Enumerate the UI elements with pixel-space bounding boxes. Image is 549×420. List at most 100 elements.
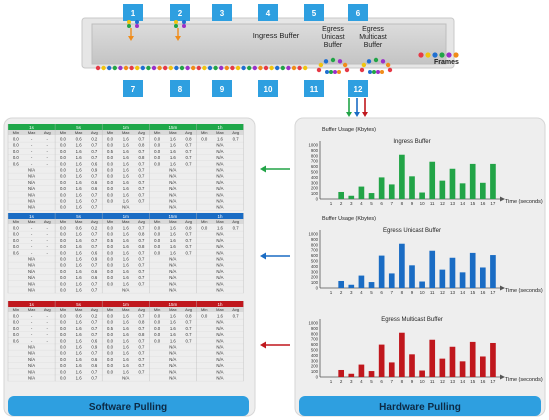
chart-bar: [479, 182, 486, 199]
table-cell: N/A: [169, 363, 176, 368]
table-cell: 0.7: [138, 199, 145, 204]
table-subheader: Max: [216, 130, 224, 135]
table-cell: 0.8: [186, 314, 193, 319]
table-group-header: 5s: [76, 125, 82, 130]
table-cell: 1.6: [123, 281, 130, 286]
chart-y-tick: 200: [311, 364, 319, 369]
table-cell: -: [47, 244, 49, 249]
chart-bar: [479, 267, 486, 288]
frame-dot: [146, 65, 151, 71]
chart-bar: [479, 356, 486, 377]
port-number: 1: [131, 9, 136, 18]
chart-title: Ingress Buffer: [393, 139, 430, 145]
chart-bar: [449, 346, 456, 377]
table-subheader: Min: [13, 130, 19, 135]
table-subheader: Avg: [232, 219, 239, 224]
egress-unicast-buffer-label: Egress Unicast Buffer: [321, 26, 344, 49]
table-cell: 0.7: [91, 143, 98, 148]
table-cell: 0.0: [154, 155, 161, 160]
table-cell: N/A: [216, 281, 223, 286]
table-cell: N/A: [28, 180, 35, 185]
chart-x-tick: 10: [420, 201, 426, 206]
chart-xlabel: Time (seconds): [505, 288, 543, 294]
table-cell: 0.7: [138, 269, 145, 274]
table-cell: 1.6: [170, 143, 177, 148]
ingress-buffer-label: Ingress Buffer: [253, 31, 300, 40]
table-subheader: Max: [75, 307, 83, 312]
table-cell: 0.7: [91, 281, 98, 286]
table-cell: 1.6: [76, 338, 83, 343]
table-subheader: Avg: [44, 130, 51, 135]
table-cell: 0.0: [107, 137, 114, 142]
chart-bar: [419, 281, 425, 288]
ingress-arrow-head: [128, 36, 134, 41]
chart-x-tick: 13: [450, 201, 456, 206]
frame-dot: [297, 65, 302, 71]
port-1: [123, 4, 143, 21]
table-cell: N/A: [216, 351, 223, 356]
table-cell: 1.6: [76, 345, 83, 350]
software-table: 1s 5s 1m 15m 1h Min Max Avg Min Max Avg Min Max Avg Mi…: [7, 213, 244, 294]
frame-dot: [247, 65, 252, 71]
table-cell: 1.6: [123, 275, 130, 280]
table-cell: N/A: [216, 369, 223, 374]
table-cell: 0.7: [138, 226, 145, 231]
table-cell: -: [47, 338, 49, 343]
table-cell: 0.0: [60, 137, 67, 142]
chart-bar: [348, 373, 355, 377]
table-cell: 0.0: [60, 351, 67, 356]
frame-dot: [241, 65, 246, 71]
frame-dot: [191, 65, 196, 71]
table-cell: 0.0: [60, 369, 67, 374]
table-subheader-band: [8, 130, 244, 135]
table-cell: 0.0: [13, 232, 20, 237]
table-subheader: Min: [60, 130, 66, 135]
chart-y-tick: 100: [311, 369, 319, 374]
table-subheader: Min: [60, 307, 66, 312]
table-cell: 0.7: [138, 314, 145, 319]
table-cell: 0.7: [186, 149, 193, 154]
egress-multicast-buffer-label: Egress Multicast Buffer: [359, 26, 387, 49]
table-cell: 1.6: [123, 192, 130, 197]
table-cell: 0.0: [107, 345, 114, 350]
table-cell: 0.6: [76, 226, 83, 231]
chart-bar: [338, 280, 345, 288]
chart-x-tick: 14: [460, 201, 466, 206]
table-cell: 0.0: [60, 281, 67, 286]
frame-dot: [275, 65, 280, 71]
table-cell: 1.6: [123, 351, 130, 356]
software-pulling-label: Software Pulling: [89, 402, 167, 413]
frame-dot: [213, 65, 218, 71]
table-cell: 1.6: [170, 314, 177, 319]
table-cell: 0.0: [201, 314, 208, 319]
table-cell: 0.7: [91, 238, 98, 243]
table-cell: 0.0: [60, 168, 67, 173]
table-cell: N/A: [169, 288, 176, 293]
frame-dot: [344, 67, 350, 73]
chart-bar: [409, 265, 415, 288]
chart-x-tick: 7: [391, 201, 394, 206]
table-cell: -: [31, 226, 33, 231]
chart-y-tick: 400: [311, 175, 319, 180]
chart-xlabel: Time (seconds): [505, 377, 543, 383]
chart-title: Egress Unicast Buffer: [383, 228, 441, 234]
table-subheader: Max: [122, 219, 130, 224]
table-cell: 0.0: [60, 161, 67, 166]
table-cell: 0.0: [13, 143, 20, 148]
table-cell: 0.0: [107, 186, 114, 191]
table-cell: 1.6: [76, 205, 83, 210]
frame-dot: [316, 67, 322, 73]
frame-dot: [174, 24, 178, 28]
table-cell: -: [47, 320, 49, 325]
table-cell: N/A: [169, 205, 176, 210]
table-cell: -: [47, 161, 49, 166]
table-cell: -: [31, 244, 33, 249]
table-cell: N/A: [169, 376, 176, 381]
table-cell: N/A: [216, 275, 223, 280]
port-number: 9: [220, 85, 225, 94]
chart-title: Egress Multicast Buffer: [381, 317, 443, 323]
table-cell: 1.6: [123, 199, 130, 204]
table-cell: N/A: [216, 186, 223, 191]
table-cell: 0.0: [60, 205, 67, 210]
